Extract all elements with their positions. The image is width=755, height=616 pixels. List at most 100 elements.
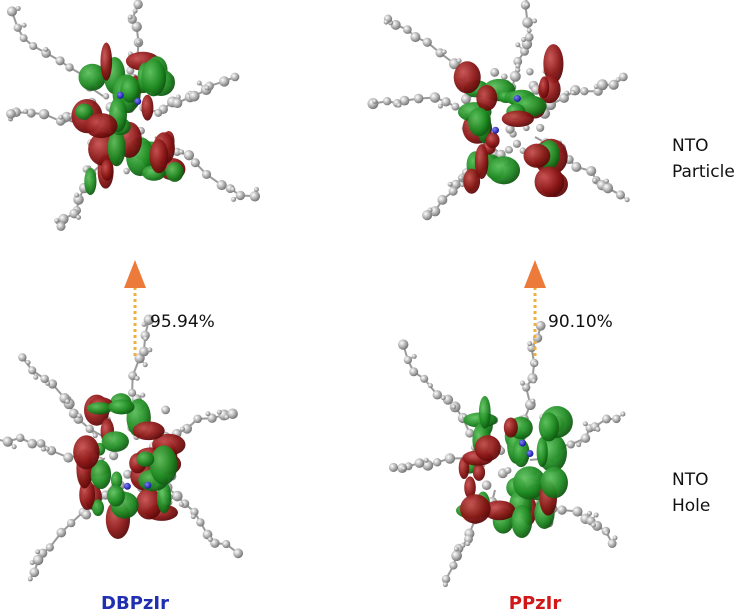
atom — [35, 549, 40, 554]
atom — [143, 336, 148, 341]
atom — [619, 72, 628, 81]
atom — [594, 512, 599, 517]
row-label: Hole — [672, 496, 710, 516]
atom — [372, 99, 377, 104]
atom — [448, 182, 453, 187]
orbital-lobe — [535, 167, 565, 198]
atom — [592, 178, 597, 183]
atom — [124, 483, 131, 490]
atom — [236, 191, 245, 200]
atom — [401, 466, 406, 471]
atom — [433, 390, 442, 399]
atom — [217, 410, 222, 415]
atom — [136, 40, 141, 45]
atom — [591, 523, 596, 528]
atom — [18, 353, 26, 361]
atom — [533, 361, 538, 366]
atom — [397, 103, 402, 108]
atom — [433, 458, 441, 466]
atom — [205, 411, 210, 416]
atom — [179, 149, 184, 154]
atom — [14, 24, 22, 32]
atom — [250, 191, 260, 201]
orbital-lobe — [84, 168, 96, 195]
orbital-lobe — [107, 485, 125, 506]
atom — [604, 531, 609, 536]
atom — [597, 79, 608, 90]
atom — [179, 502, 184, 507]
arrow — [524, 260, 546, 356]
atom — [3, 437, 13, 447]
atom — [20, 34, 28, 42]
arrow-head — [524, 260, 546, 288]
orbital-lobe — [486, 132, 500, 148]
atom — [65, 63, 73, 71]
orbital-lobe — [524, 144, 551, 168]
atom — [254, 187, 259, 192]
atom — [40, 375, 49, 384]
atom — [76, 215, 81, 220]
row-label: Particle — [672, 162, 735, 182]
atom — [612, 535, 617, 540]
atom — [454, 546, 459, 551]
atom — [222, 540, 230, 548]
arrow — [124, 260, 146, 356]
atom — [506, 147, 513, 154]
atom — [595, 427, 600, 432]
atom — [139, 347, 149, 357]
molecule — [6, 0, 260, 231]
atom — [6, 109, 16, 119]
atom — [492, 127, 499, 134]
atom — [420, 375, 428, 383]
atom — [128, 15, 133, 20]
atom — [620, 412, 625, 417]
atom — [526, 450, 533, 457]
atom — [180, 427, 185, 432]
atom — [172, 98, 182, 108]
atom — [56, 222, 65, 231]
atom — [532, 18, 537, 23]
atom — [26, 360, 31, 365]
atom — [140, 393, 145, 398]
atom — [81, 510, 91, 520]
atom — [438, 104, 443, 109]
atom — [520, 381, 525, 386]
atom — [230, 187, 235, 192]
atom — [204, 85, 209, 90]
atom — [424, 458, 429, 463]
orbital-lobe — [468, 108, 490, 137]
atom — [193, 415, 202, 424]
atom — [527, 341, 532, 346]
atom — [27, 108, 36, 117]
orbital-lobe — [166, 162, 184, 182]
atom — [383, 97, 391, 105]
atom — [128, 389, 136, 397]
atom — [191, 158, 200, 167]
atom — [189, 91, 200, 102]
atom — [7, 6, 17, 16]
atom — [39, 109, 49, 119]
atom — [74, 193, 79, 198]
atom — [482, 480, 492, 490]
atom — [422, 210, 432, 220]
orbital-lobe — [108, 399, 134, 414]
compound-name: DBPzIr — [101, 593, 169, 614]
atom — [55, 56, 64, 65]
atom — [616, 190, 625, 199]
orbital-lobe — [511, 505, 532, 538]
orbital-lobe — [102, 431, 129, 452]
orbital-lobe — [141, 95, 153, 121]
molecule — [389, 321, 626, 587]
atom — [586, 166, 596, 176]
orbital-lobe — [101, 159, 113, 180]
atom — [571, 162, 581, 172]
molecule — [0, 315, 243, 582]
atom — [384, 20, 389, 25]
atom — [191, 514, 196, 519]
orbital-lobe — [454, 61, 481, 93]
atom — [208, 537, 213, 542]
atom — [459, 175, 464, 180]
orbital-lobe — [502, 111, 534, 127]
row-label: NTO — [672, 470, 708, 490]
atom — [233, 548, 243, 558]
